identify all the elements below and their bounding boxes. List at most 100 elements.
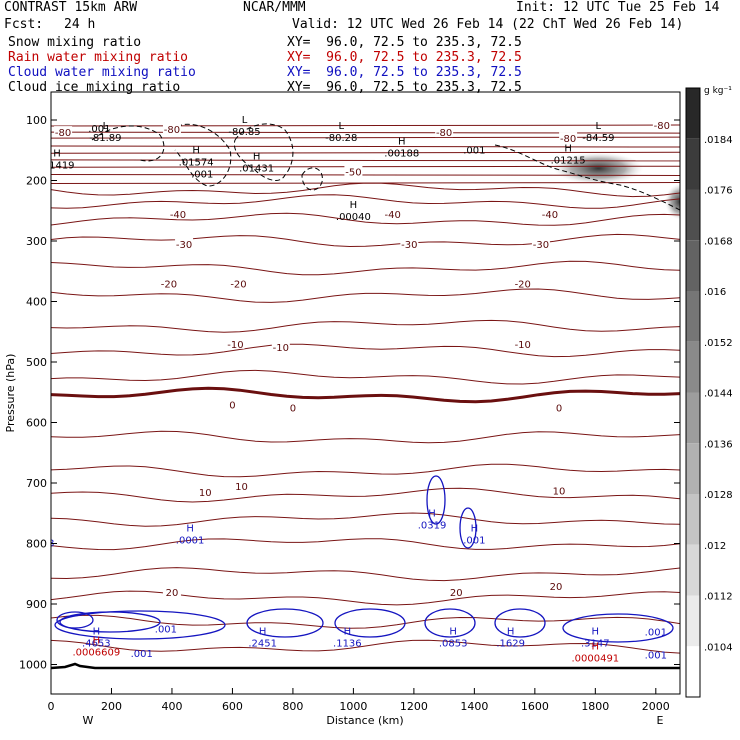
y-tick-label-1: 200 — [26, 175, 47, 188]
extremum-black-value-8: .01215 — [551, 156, 586, 167]
cloudwater-contour-2 — [56, 611, 94, 629]
colorbar-tick-5: .0144 — [704, 389, 733, 400]
extremum-black-kind-4: H — [53, 148, 61, 159]
temp-label-0: -80 — [164, 125, 180, 136]
y-tick-label-6: 700 — [26, 477, 47, 490]
extremum-blue-value-2: .001 — [463, 535, 485, 546]
temp-label-3: -80 — [560, 134, 576, 145]
temp-label-19: 0 — [290, 403, 296, 414]
ice-shading-0 — [553, 152, 644, 185]
temp-contour-16 — [51, 590, 680, 606]
temp-contour-strat-6 — [51, 165, 680, 168]
temp-contour-4 — [51, 260, 680, 276]
fcst-label: Fcst: — [4, 17, 44, 32]
temp-contour-strat-5 — [51, 159, 680, 162]
model-title: CONTRAST 15km ARW — [4, 0, 138, 15]
extremum-black-kind-1: L — [242, 115, 248, 126]
extremum-black-value-7: .00188 — [384, 148, 419, 159]
colorbar-tick-6: .0136 — [704, 439, 733, 450]
y-axis-title: Pressure (hPa) — [4, 354, 17, 433]
field-xy-snow: XY= 96.0, 72.5 to 235.3, 72.5 — [287, 35, 522, 50]
temp-contour-11 — [51, 463, 680, 478]
colorbar-unit: g kg⁻¹ — [704, 86, 732, 96]
extremum-black-value-1: -80.85 — [228, 127, 260, 138]
extremum-red-kind-0: H — [93, 635, 101, 646]
colorbar-segment-8 — [686, 494, 700, 545]
contour-value-2: .001 — [463, 145, 485, 156]
temp-contour-strat-3 — [51, 145, 680, 148]
extremum-blue-kind-2: H — [471, 523, 479, 534]
temp-contour-9 — [51, 386, 680, 404]
valid-label: Valid: 12 UTC Wed 26 Feb 14 (22 ChT Wed … — [292, 17, 684, 32]
extremum-black-value-4: .01419 — [40, 160, 75, 171]
init-label: Init: 12 UTC Tue 25 Feb 14 — [516, 0, 720, 15]
colorbar-tick-2: .0168 — [704, 236, 733, 247]
extremum-blue-value-8: .1629 — [496, 638, 525, 649]
contour-value-0: .001 — [88, 124, 110, 135]
extremum-blue-value-4: .4653 — [82, 638, 111, 649]
temp-contour-strat-0 — [51, 124, 680, 127]
extremum-blue-value-10: .001 — [155, 624, 177, 635]
temp-contour-5 — [51, 288, 680, 303]
temp-label-10: -30 — [401, 240, 417, 251]
cloudwater-contour-7 — [562, 613, 674, 643]
x-axis-title: Distance (km) — [326, 714, 403, 727]
y-tick-label-3: 400 — [26, 296, 47, 309]
extremum-black-value-6: .01431 — [239, 163, 274, 174]
snow-contour-0 — [91, 125, 165, 162]
temp-contour-strat-8 — [51, 182, 680, 185]
extremum-black-value-3: -84.59 — [582, 133, 614, 144]
cloudwater-contour-3 — [246, 608, 324, 638]
field-xy-rain: XY= 96.0, 72.5 to 235.3, 72.5 — [287, 50, 522, 65]
extremum-blue-kind-9: H — [592, 626, 600, 637]
temp-label-12: -20 — [161, 279, 177, 290]
colorbar-frame — [685, 87, 701, 698]
extremum-blue-kind-6: H — [344, 626, 352, 637]
temp-contour-2 — [51, 212, 680, 226]
cloudwater-contour-0 — [54, 610, 226, 640]
cloudwater-contour-1 — [59, 611, 161, 633]
extremum-black-kind-2: L — [339, 121, 345, 132]
extremum-blue-value-5: .2451 — [248, 638, 277, 649]
temp-contour-0 — [51, 182, 680, 198]
colorbar-tick-1: .0176 — [704, 186, 733, 197]
temp-contour-8 — [51, 369, 680, 385]
temp-label-21: 10 — [199, 488, 212, 499]
extremum-blue-kind-1: H — [428, 508, 436, 519]
colorbar-segment-9 — [686, 544, 700, 596]
temp-label-23: 10 — [553, 486, 566, 497]
snow-contour-1 — [169, 123, 232, 187]
colorbar-segment-6 — [686, 392, 700, 444]
field-xy-cloudice: XY= 96.0, 72.5 to 235.3, 72.5 — [287, 80, 522, 95]
field-name-cloudwater: Cloud water mixing ratio — [8, 65, 196, 80]
x-tick-label-4: 800 — [282, 700, 303, 713]
colorbar-tick-9: .0112 — [704, 592, 733, 603]
field-xy-cloudwater: XY= 96.0, 72.5 to 235.3, 72.5 — [287, 65, 522, 80]
extremum-blue-value-7: .0853 — [439, 638, 468, 649]
plot-frame — [50, 91, 681, 695]
extremum-blue-value-6: .1136 — [333, 638, 362, 649]
x-tick-label-10: 2000 — [642, 700, 670, 713]
colorbar-tick-7: .0128 — [704, 490, 733, 501]
field-name-snow: Snow mixing ratio — [8, 35, 142, 50]
temp-label-13: -20 — [230, 279, 246, 290]
y-tick-label-0: 100 — [26, 114, 47, 127]
cloudwater-contour-4 — [334, 608, 406, 638]
temp-contour-13 — [51, 512, 680, 527]
extremum-blue-kind-7: H — [449, 626, 457, 637]
temp-label-25: 20 — [450, 588, 463, 599]
extremum-blue-value-9: .3147 — [581, 638, 610, 649]
x-tick-label-7: 1400 — [460, 700, 488, 713]
extremum-blue-value-11: .001 — [131, 649, 153, 660]
temp-label-20: 0 — [556, 403, 562, 414]
temp-label-9: -30 — [176, 240, 192, 251]
colorbar-segment-4 — [686, 291, 700, 342]
temp-contour-strat-2 — [51, 136, 680, 139]
extremum-blue-value-12: .001 — [645, 627, 667, 638]
y-tick-label-5: 600 — [26, 417, 47, 430]
temp-contour-1 — [51, 194, 680, 209]
extremum-black-kind-7: H — [398, 136, 406, 147]
colorbar-segment-5 — [686, 341, 700, 393]
colorbar-segment-11 — [686, 646, 700, 697]
extremum-blue-value-1: .0319 — [418, 520, 447, 531]
